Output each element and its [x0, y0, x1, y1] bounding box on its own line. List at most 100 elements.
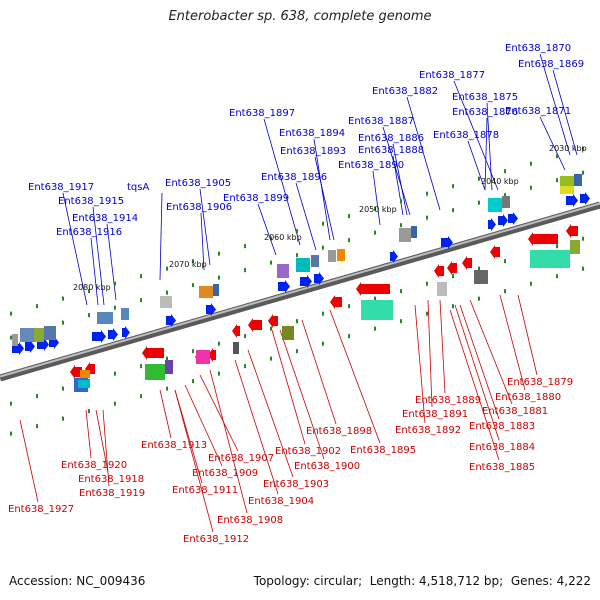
reverse-gene-label: Ent638_1885 [469, 462, 535, 473]
scale-dot [62, 320, 64, 325]
reverse-gene-label: Ent638_1903 [263, 479, 329, 490]
label-lines [19, 53, 578, 533]
scale-dot [426, 215, 428, 220]
forward-gene-label: Ent638_1882 [372, 86, 438, 97]
reverse-gene-label: Ent638_1907 [208, 453, 274, 464]
gene-feature-box [560, 186, 574, 194]
genes-value: 4,222 [556, 574, 591, 588]
scale-dot [166, 266, 168, 271]
reverse-label-line [301, 319, 337, 425]
forward-gene-label: Ent638_1877 [419, 70, 485, 81]
backbone-line [0, 201, 600, 382]
forward-label-line [314, 156, 335, 241]
scale-dot [374, 326, 376, 331]
scale-dot [244, 364, 246, 369]
reverse-label-line [19, 419, 39, 503]
reverse-gene-arrow [462, 256, 472, 270]
scale-dot [452, 184, 454, 189]
reverse-gene-arrow [356, 282, 390, 296]
forward-label-line [372, 170, 381, 226]
gene-feature-box [196, 350, 210, 364]
scale-dot [114, 371, 116, 376]
forward-gene-arrow [390, 250, 398, 263]
reverse-label-line [199, 374, 239, 452]
accession-info: Accession: NC_009436 [9, 574, 145, 588]
forward-gene-label: Ent638_1890 [338, 160, 404, 171]
scale-dot [36, 394, 38, 399]
scale-dot [556, 274, 558, 279]
reverse-label-line [234, 359, 279, 495]
forward-label-line [486, 102, 493, 191]
semicolon-1: ; [358, 574, 366, 588]
forward-label-line [467, 140, 486, 191]
scale-dot [218, 341, 220, 346]
scale-dot [530, 185, 532, 190]
forward-gene-arrow [566, 194, 578, 207]
gene-feature-box [296, 258, 310, 272]
scale-dot [478, 266, 480, 271]
forward-label-line [392, 143, 408, 216]
gene-feature-box [44, 326, 56, 340]
scale-dot [348, 304, 350, 309]
scale-dot [452, 274, 454, 279]
scale-dot [348, 334, 350, 339]
forward-gene-label: Ent638_1897 [229, 108, 295, 119]
scale-dot [556, 154, 558, 159]
forward-gene-arrow [108, 328, 118, 341]
reverse-gene-label: Ent638_1919 [79, 488, 145, 499]
reverse-gene-label: Ent638_1881 [482, 406, 548, 417]
scale-dot [192, 349, 194, 354]
scale-dot [478, 200, 480, 205]
reverse-label-line [95, 409, 109, 473]
reverse-label-line [159, 389, 172, 439]
gene-feature-box [20, 328, 34, 342]
gene-feature-box [488, 198, 502, 212]
forward-gene-arrow [488, 218, 496, 231]
scale-dot [166, 290, 168, 295]
scale-dot [10, 431, 12, 436]
reverse-label-line [102, 409, 110, 487]
length-value: 4,518,712 bp [419, 574, 500, 588]
scale-dot [192, 379, 194, 384]
gene-feature-box [337, 249, 345, 261]
forward-label-line [90, 237, 99, 306]
gene-feature-box [165, 360, 173, 374]
length-label: Length: [369, 574, 416, 588]
gene-feature-box [502, 196, 510, 208]
genes-label: Genes: [510, 574, 553, 588]
scale-dot [478, 296, 480, 301]
forward-label-line [200, 212, 205, 271]
scale-dot [322, 341, 324, 346]
scale-dot [62, 386, 64, 391]
scale-dot [166, 356, 168, 361]
forward-gene-arrow [122, 326, 130, 339]
scale-dot [244, 244, 246, 249]
gene-feature-box [399, 228, 411, 242]
scale-dot [36, 304, 38, 309]
reverse-label-line [247, 349, 294, 478]
reverse-gene-label: Ent638_1879 [507, 377, 573, 388]
reverse-label-line [184, 384, 223, 467]
forward-label-line [199, 188, 211, 266]
reverse-gene-label: Ent638_1880 [495, 392, 561, 403]
scale-dot [582, 236, 584, 241]
forward-gene-label: Ent638_1870 [505, 43, 571, 54]
forward-gene-arrow [314, 272, 324, 285]
reverse-gene-arrow [208, 348, 216, 362]
gene-feature-box [78, 380, 90, 388]
reverse-gene-label: Ent638_1909 [192, 468, 258, 479]
forward-gene-label: Ent638_1876 [452, 107, 518, 118]
forward-gene-label: Ent638_1888 [358, 145, 424, 156]
reverse-gene-label: Ent638_1918 [78, 474, 144, 485]
kbp-tick-label: 2050 kbp [359, 205, 397, 214]
forward-label-line [92, 206, 105, 306]
forward-gene-label: Ent638_1905 [165, 178, 231, 189]
forward-label-line [392, 155, 404, 216]
scale-dot [270, 356, 272, 361]
scale-dot [88, 289, 90, 294]
reverse-gene-label: Ent638_1889 [415, 395, 481, 406]
forward-label-line [552, 69, 578, 156]
genome-backbone [0, 201, 600, 382]
gene-feature-box [97, 312, 113, 324]
